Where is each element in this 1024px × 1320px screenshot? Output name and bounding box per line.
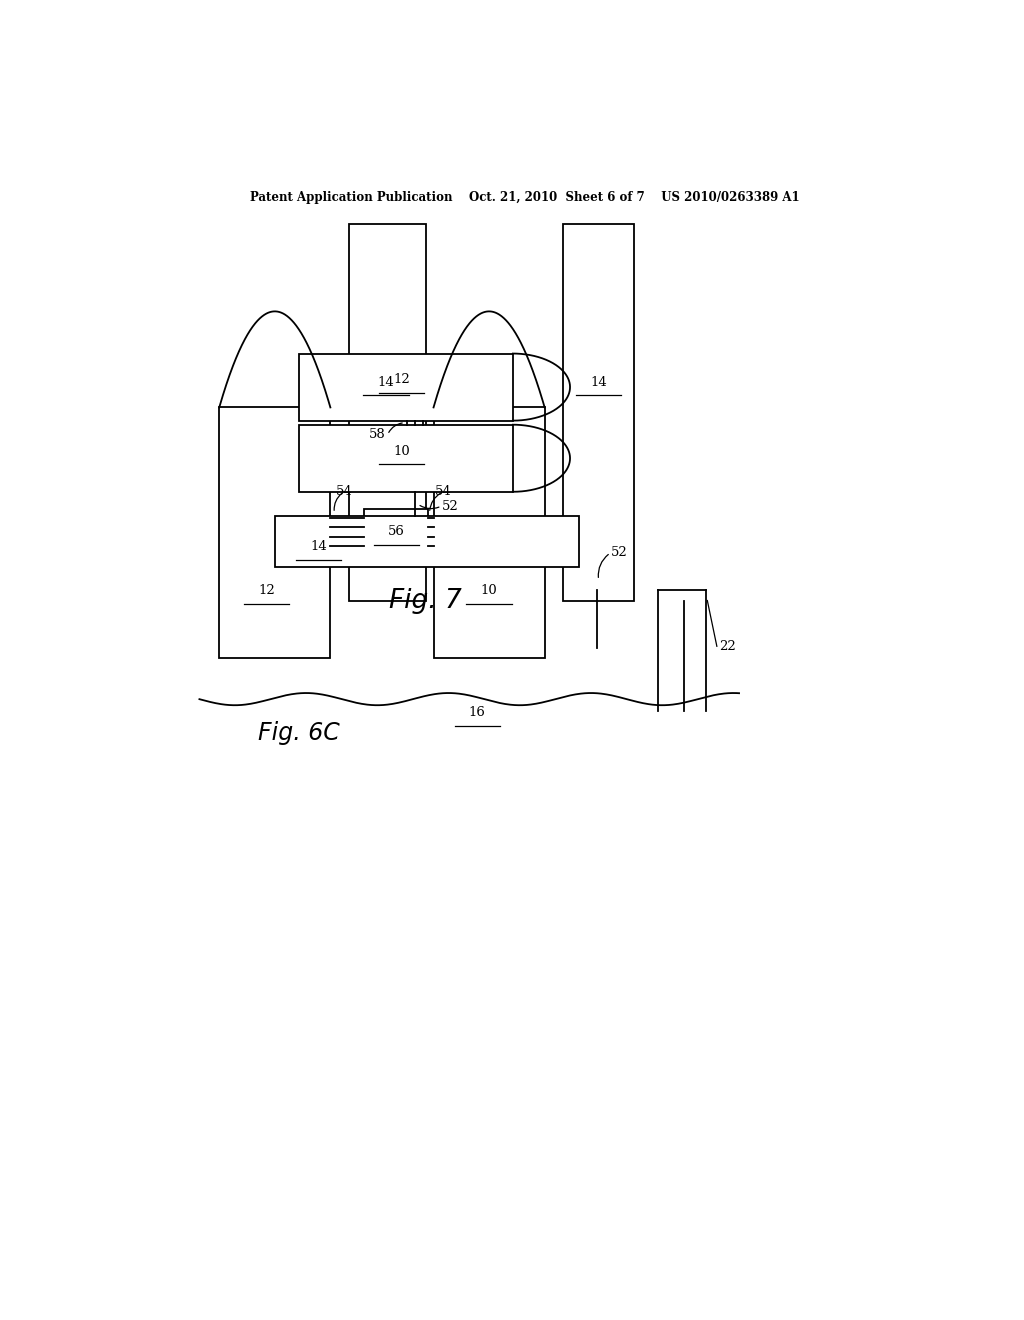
Text: Fig. 7: Fig. 7	[389, 587, 462, 614]
Text: 22: 22	[719, 640, 736, 653]
Bar	[365, 510, 428, 553]
Text: 54: 54	[435, 486, 452, 498]
Text: 14: 14	[310, 540, 327, 553]
Bar	[219, 408, 331, 659]
Bar	[299, 425, 513, 492]
Text: 58: 58	[370, 429, 386, 441]
Text: 10: 10	[393, 445, 411, 458]
Bar	[274, 516, 579, 568]
Text: 56: 56	[388, 525, 404, 539]
Text: 54: 54	[336, 486, 352, 498]
Bar	[348, 224, 426, 601]
Text: 14: 14	[590, 375, 607, 388]
Text: 16: 16	[469, 706, 485, 719]
Text: 12: 12	[393, 374, 411, 387]
Text: 12: 12	[258, 583, 275, 597]
Text: Patent Application Publication    Oct. 21, 2010  Sheet 6 of 7    US 2010/0263389: Patent Application Publication Oct. 21, …	[250, 190, 800, 203]
Text: 52: 52	[441, 499, 458, 512]
Text: 52: 52	[610, 546, 628, 560]
Text: 14: 14	[378, 375, 394, 388]
Text: Fig. 6C: Fig. 6C	[258, 721, 340, 744]
Bar	[563, 224, 634, 601]
Bar	[433, 408, 545, 659]
Text: 10: 10	[480, 583, 498, 597]
Bar	[299, 354, 513, 421]
